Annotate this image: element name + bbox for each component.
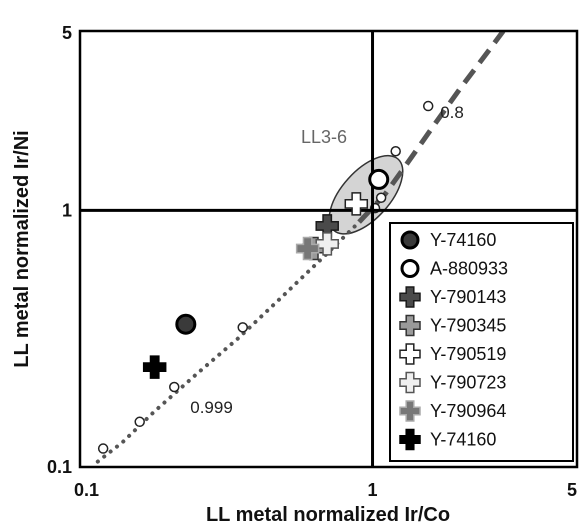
data-point-y-74160	[175, 313, 197, 335]
data-point-a-880933	[368, 168, 390, 190]
y-tick-label: 0.1	[47, 457, 72, 477]
ll3-6-label: LL3-6	[301, 127, 347, 147]
legend-marker-y-74160	[400, 230, 420, 250]
x-tick-label: 1	[368, 480, 378, 500]
x-tick-label: 5	[567, 480, 577, 500]
plot-frame	[78, 29, 579, 469]
legend-marker-a-880933	[400, 259, 420, 278]
legend-marker-y-790723	[399, 371, 421, 394]
y-axis-label: LL metal normalized Ir/Ni	[11, 130, 33, 367]
legend-label: Y-74160	[430, 430, 496, 450]
legend-label: Y-790519	[430, 344, 506, 364]
legend-marker-y-74160	[399, 428, 421, 451]
curve-marker	[169, 381, 180, 393]
curve-marker	[97, 443, 109, 454]
data-point-y-790519	[344, 192, 369, 216]
legend-label: Y-790143	[430, 287, 506, 307]
data-points	[142, 168, 390, 379]
x-tick-label: 0.1	[74, 480, 99, 500]
data-point-y-790723	[315, 232, 339, 256]
curve-marker	[237, 322, 248, 333]
curve-annotations: 0.8 0.999	[190, 103, 464, 417]
curve-annotation: 0.8	[440, 103, 464, 122]
mixing-curve	[95, 31, 506, 464]
curve-dotted-segment	[95, 220, 362, 464]
curve-marker	[134, 416, 145, 428]
legend-marker-y-790964	[399, 400, 421, 422]
legend: Y-74160 A-880933 Y-790143 Y-790345 Y-790519 Y…	[389, 222, 574, 462]
reference-lines	[80, 31, 577, 467]
data-point-y-74160	[142, 355, 167, 379]
legend-label: Y-790723	[430, 373, 506, 393]
legend-marker-y-790143	[399, 286, 421, 308]
curve-marker	[422, 100, 434, 112]
tick-labels: 0.1 1 5 0.1 1 5	[47, 23, 577, 500]
curve-marker	[375, 192, 387, 203]
legend-label: Y-790345	[430, 316, 506, 336]
data-point-y-790964	[295, 236, 320, 261]
legend-marker-y-790345	[399, 314, 421, 337]
legend-label: Y-74160	[430, 230, 496, 250]
y-tick-label: 1	[62, 200, 72, 220]
legend-marker-y-790519	[399, 343, 421, 365]
x-axis-label: LL metal normalized Ir/Co	[206, 504, 450, 526]
y-tick-label: 5	[62, 23, 72, 43]
legend-box	[389, 222, 574, 462]
curve-marker	[390, 145, 401, 157]
curve-annotation: 0.999	[190, 398, 233, 417]
legend-label: A-880933	[430, 259, 508, 279]
legend-label: Y-790964	[430, 401, 506, 421]
